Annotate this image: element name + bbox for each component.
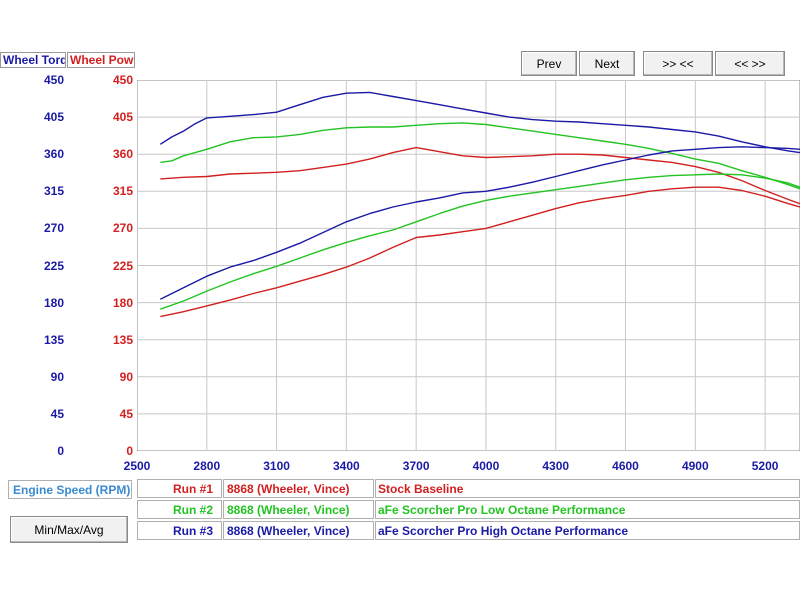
y-tick-label-left: 450 bbox=[43, 73, 64, 87]
series-lines bbox=[159, 91, 800, 318]
y-tick-label-left: 45 bbox=[50, 406, 64, 421]
y-tick-label-right: 315 bbox=[112, 184, 133, 199]
x-axis-title: Engine Speed (RPM) bbox=[8, 480, 132, 499]
series-line-6-power bbox=[159, 146, 800, 300]
run-2-vehicle: 8868 (Wheeler, Vince) bbox=[223, 500, 374, 519]
y-tick-label-left: 405 bbox=[43, 110, 64, 125]
series-line-4-power bbox=[160, 173, 800, 310]
x-tick-label: 3700 bbox=[402, 459, 430, 473]
y-tick-label-right: 405 bbox=[112, 110, 133, 125]
zoom-in-button[interactable]: >> << bbox=[643, 51, 713, 76]
y-tick-label-right: 135 bbox=[112, 332, 133, 347]
series-line-5-torque bbox=[159, 91, 800, 154]
x-tick-label: 4300 bbox=[542, 459, 570, 473]
x-tick-label: 3400 bbox=[333, 459, 360, 473]
run-3-description: aFe Scorcher Pro High Octane Performance bbox=[375, 521, 800, 540]
run-1-vehicle: 8868 (Wheeler, Vince) bbox=[223, 479, 374, 498]
y-tick-label-right: 450 bbox=[112, 73, 133, 87]
y-tick-label-left: 270 bbox=[43, 221, 64, 236]
min-max-avg-button[interactable]: Min/Max/Avg bbox=[10, 516, 128, 543]
y-tick-label-right: 0 bbox=[126, 444, 133, 458]
x-tick-label: 3100 bbox=[263, 459, 290, 473]
y-tick-label-left: 90 bbox=[50, 369, 64, 384]
y-tick-label-right: 180 bbox=[112, 295, 133, 310]
y-tick-label-right: 270 bbox=[112, 221, 133, 236]
series-line-2-power bbox=[160, 186, 800, 318]
y-tick-label-left: 315 bbox=[43, 184, 64, 199]
y-tick-label-left: 135 bbox=[43, 332, 64, 347]
run-1-description: Stock Baseline bbox=[375, 479, 800, 498]
y-tick-label-right: 90 bbox=[119, 369, 133, 384]
dyno-chart bbox=[137, 80, 800, 451]
series-line-3-torque bbox=[160, 122, 800, 190]
power-axis-title: Wheel Pow bbox=[67, 52, 135, 68]
y-tick-label-left: 0 bbox=[57, 444, 64, 458]
next-button[interactable]: Next bbox=[579, 51, 635, 76]
x-tick-label: 4000 bbox=[472, 459, 500, 473]
x-tick-label: 4600 bbox=[612, 459, 639, 473]
x-tick-label: 5200 bbox=[751, 459, 779, 473]
run-3-vehicle: 8868 (Wheeler, Vince) bbox=[223, 521, 374, 540]
y-tick-label-right: 45 bbox=[119, 406, 133, 421]
x-tick-label: 4900 bbox=[681, 459, 709, 473]
run-2-description: aFe Scorcher Pro Low Octane Performance bbox=[375, 500, 800, 519]
zoom-out-button[interactable]: << >> bbox=[715, 51, 785, 76]
grid-lines bbox=[137, 80, 800, 451]
torque-axis-title: Wheel Torq bbox=[0, 52, 66, 68]
x-tick-label: 2800 bbox=[193, 459, 221, 473]
y-tick-label-left: 180 bbox=[43, 295, 64, 310]
run-1-label: Run #1 bbox=[137, 479, 222, 498]
series-line-1-torque bbox=[160, 146, 800, 205]
y-tick-label-left: 225 bbox=[43, 258, 64, 273]
y-tick-label-right: 360 bbox=[112, 147, 133, 162]
run-2-label: Run #2 bbox=[137, 500, 222, 519]
prev-button[interactable]: Prev bbox=[521, 51, 577, 76]
y-tick-label-left: 360 bbox=[43, 147, 64, 162]
run-3-label: Run #3 bbox=[137, 521, 222, 540]
y-tick-label-right: 225 bbox=[112, 258, 133, 273]
x-tick-label: 2500 bbox=[123, 459, 151, 473]
